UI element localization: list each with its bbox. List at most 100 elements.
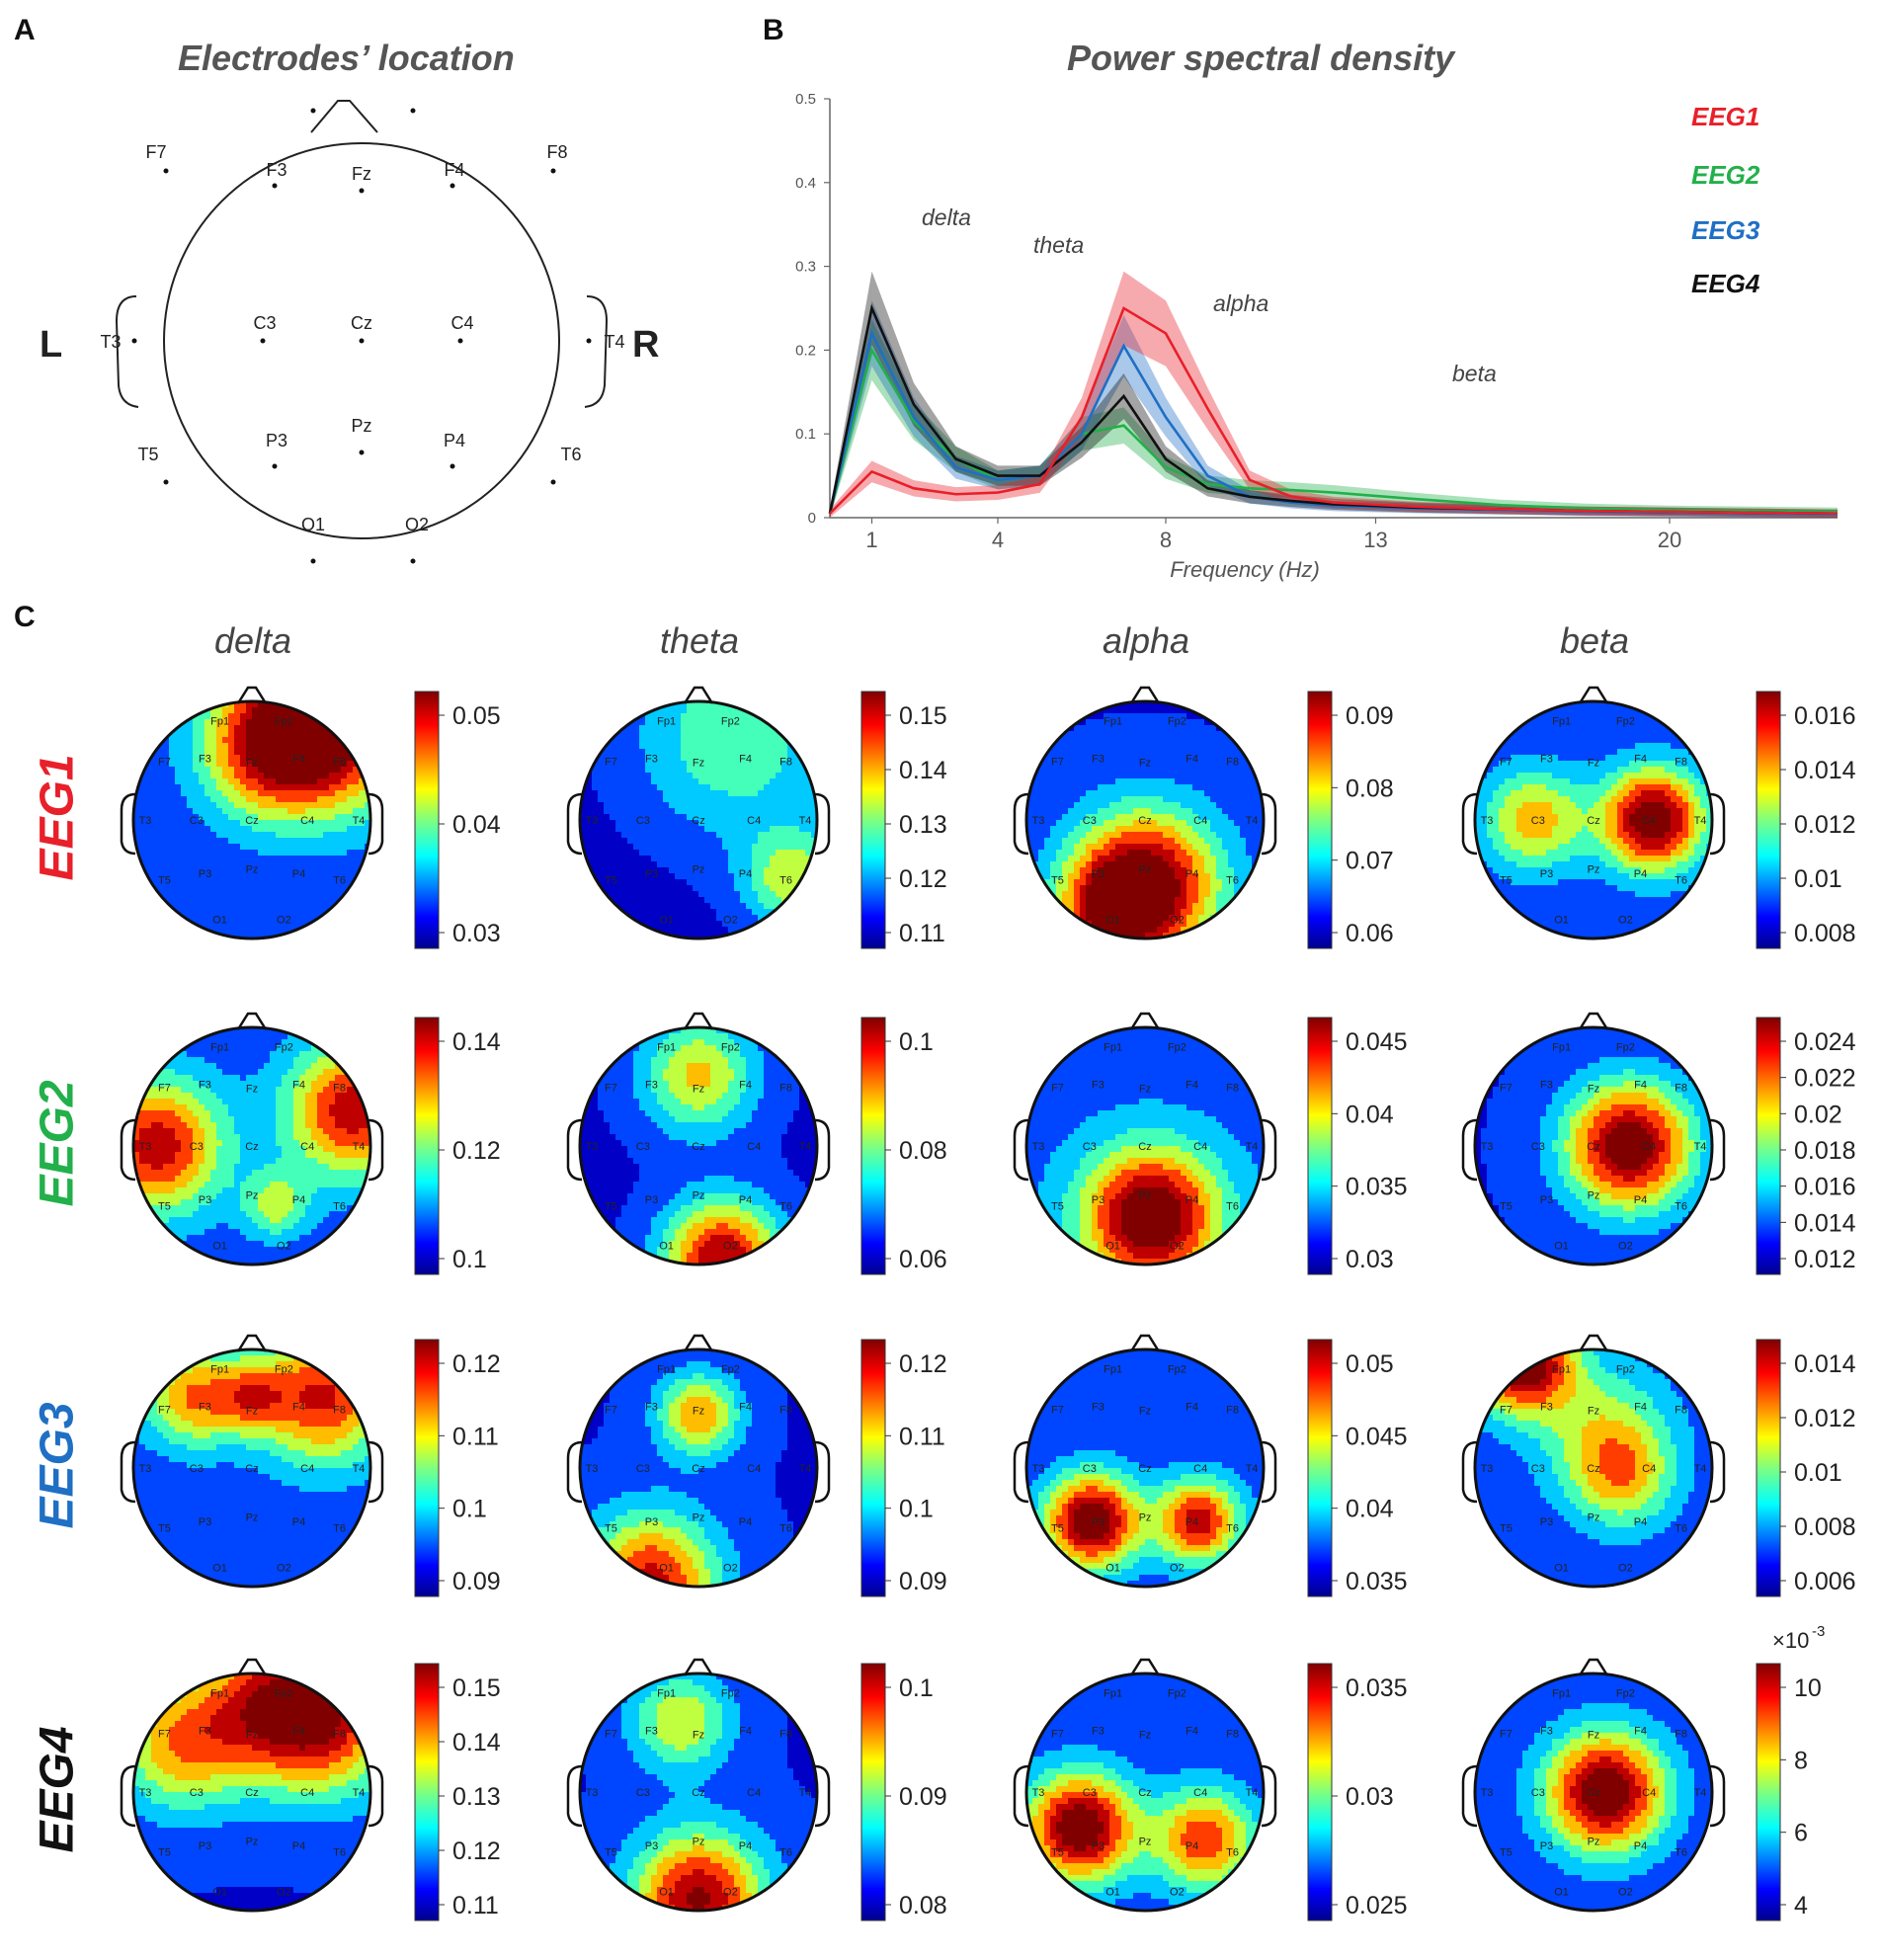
topomap-electrode-label: T4 bbox=[1246, 1141, 1259, 1153]
topomap-electrode-label: Cz bbox=[1587, 815, 1599, 827]
topomap-electrode-label: F8 bbox=[1226, 1729, 1239, 1741]
topomap-electrode-label: T5 bbox=[158, 1846, 171, 1858]
topomap-electrode-label: T6 bbox=[779, 1200, 792, 1212]
colorbar-tick-label: 0.035 bbox=[1346, 1568, 1408, 1595]
topomap-electrode-label: T5 bbox=[1051, 1522, 1064, 1534]
colorbar-tick-label: 0.006 bbox=[1794, 1568, 1856, 1595]
topomap-electrode-label: Cz bbox=[692, 815, 704, 827]
topomap-electrode-label: T4 bbox=[353, 1141, 366, 1153]
psd-xtick-label: 4 bbox=[992, 528, 1004, 552]
topomap-electrode-label: F4 bbox=[739, 753, 752, 765]
topomap-electrode-label: O2 bbox=[1170, 1886, 1185, 1898]
topomap-electrode-label: O1 bbox=[212, 1886, 227, 1898]
electrode-dot-fp1 bbox=[311, 109, 316, 114]
topomap-electrode-label: F4 bbox=[1634, 1401, 1647, 1413]
colorbar-tick-label: 0.014 bbox=[1794, 1350, 1856, 1378]
topomap-electrode-label: P3 bbox=[1092, 1516, 1104, 1528]
psd-ytick-label: 0.4 bbox=[795, 175, 816, 192]
colorbar-tick-label: 8 bbox=[1794, 1747, 1808, 1774]
topomap-electrode-label: Cz bbox=[692, 1463, 704, 1475]
topomap-electrode-label: C3 bbox=[1083, 1787, 1097, 1799]
topomap-electrode-label: F7 bbox=[1051, 1729, 1064, 1741]
topomap-electrode-label: F4 bbox=[292, 1079, 305, 1091]
topomap-electrode-label: P4 bbox=[739, 1516, 752, 1528]
colorbar-tick-label: 0.04 bbox=[1346, 1496, 1394, 1523]
topomap-electrode-label: T3 bbox=[1481, 1463, 1494, 1475]
topomap-electrode-label: T3 bbox=[586, 1463, 599, 1475]
colorbar-tick-label: 0.024 bbox=[1794, 1028, 1856, 1056]
colorbar bbox=[1757, 1340, 1780, 1596]
colorbar-tick-label: 0.03 bbox=[452, 920, 501, 947]
topomap-electrode-label: Cz bbox=[1138, 1787, 1151, 1799]
topomap-electrode-label: F4 bbox=[1634, 1079, 1647, 1091]
electrode-label-f7: F7 bbox=[145, 142, 166, 162]
topomap-electrode-label: C4 bbox=[747, 1463, 761, 1475]
topomap-electrode-label: O1 bbox=[1554, 1886, 1569, 1898]
topomap-electrode-label: Fz bbox=[1588, 1084, 1599, 1096]
topomap-electrode-label: T4 bbox=[1694, 815, 1707, 827]
topomap-electrode-label: Fp1 bbox=[1552, 716, 1571, 728]
topomap-electrode-label: F3 bbox=[199, 1079, 211, 1091]
left-side-label: L bbox=[40, 324, 62, 367]
topomap-electrode-label: O1 bbox=[659, 1240, 674, 1252]
band-head-delta: delta bbox=[105, 620, 401, 662]
panel-c-letter: C bbox=[14, 601, 36, 634]
topomap-electrode-label: Fz bbox=[693, 1084, 704, 1096]
colorbar bbox=[861, 1018, 885, 1274]
topomap-electrode-label: O2 bbox=[723, 914, 738, 926]
topomap-electrode-label: Fz bbox=[1139, 1084, 1151, 1096]
topomap-electrode-label: F7 bbox=[1051, 1405, 1064, 1417]
topomap-electrode-label: F4 bbox=[292, 1725, 305, 1737]
topomap-electrode-label: C3 bbox=[1083, 1141, 1097, 1153]
colorbar-tick-label: 0.06 bbox=[899, 1246, 947, 1273]
electrode-label-p4: P4 bbox=[444, 431, 465, 450]
electrode-dot-f4 bbox=[450, 184, 455, 189]
topomap-electrode-label: Fp1 bbox=[657, 1042, 676, 1054]
topomap-electrode-label: Pz bbox=[1139, 864, 1152, 876]
row-label-eeg3: EEG3 bbox=[31, 1348, 85, 1585]
topomap-electrode-label: Fz bbox=[693, 1730, 704, 1742]
panel-a-title: Electrodes’ location bbox=[178, 38, 515, 79]
topomap-electrode-label: Fp2 bbox=[1616, 1364, 1635, 1376]
psd-ytick-label: 0.1 bbox=[795, 426, 816, 443]
colorbar-tick-label: 0.014 bbox=[1794, 757, 1856, 784]
colorbar bbox=[415, 692, 439, 948]
topomap-electrode-label: Pz bbox=[1588, 864, 1600, 876]
topomap-electrode-label: F3 bbox=[1540, 1079, 1553, 1091]
topomap-electrode-label: O1 bbox=[659, 1886, 674, 1898]
colorbar-tick-label: 0.012 bbox=[1794, 1246, 1856, 1273]
electrode-label-c3: C3 bbox=[253, 313, 276, 333]
topomap-electrode-label: T3 bbox=[1032, 1141, 1045, 1153]
topomap-electrode-label: F3 bbox=[645, 1079, 658, 1091]
topomap-electrode-label: Pz bbox=[246, 864, 259, 876]
electrode-dot-cz bbox=[360, 339, 365, 344]
topomap-electrode-label: C3 bbox=[1531, 1787, 1545, 1799]
topomap-electrode-label: O1 bbox=[659, 1562, 674, 1574]
topomap-electrode-label: F8 bbox=[1675, 1405, 1687, 1417]
electrode-label-o2: O2 bbox=[405, 515, 429, 534]
colorbar-tick-label: 0.08 bbox=[1346, 775, 1394, 802]
topomap-electrode-label: P4 bbox=[739, 868, 752, 880]
topomap-electrode-label: Fp2 bbox=[721, 1688, 740, 1700]
topomap-electrode-label: T5 bbox=[1500, 1200, 1513, 1212]
topomap-electrode-label: O1 bbox=[659, 914, 674, 926]
topomap-electrode-label: Pz bbox=[1139, 1512, 1152, 1524]
topomap-electrode-label: P4 bbox=[1186, 1516, 1198, 1528]
colorbar-tick-label: 0.04 bbox=[452, 811, 501, 839]
topomap-electrode-label: Fp2 bbox=[1168, 1364, 1186, 1376]
colorbar bbox=[861, 1664, 885, 1920]
topomap-electrode-label: C4 bbox=[300, 815, 314, 827]
topomap-electrode-label: T4 bbox=[1694, 1463, 1707, 1475]
colorbar-tick-label: 0.11 bbox=[452, 1892, 499, 1919]
topomap-electrode-label: T4 bbox=[799, 1787, 812, 1799]
topomap-electrode-label: T4 bbox=[799, 1463, 812, 1475]
colorbar-tick-label: 0.07 bbox=[1346, 848, 1394, 875]
topomap-electrode-label: C4 bbox=[300, 1141, 314, 1153]
colorbar-tick-label: 0.12 bbox=[899, 865, 947, 893]
topomap-electrode-label: Cz bbox=[245, 1787, 258, 1799]
topomap-electrode-label: F3 bbox=[645, 1401, 658, 1413]
colorbar bbox=[1308, 692, 1332, 948]
